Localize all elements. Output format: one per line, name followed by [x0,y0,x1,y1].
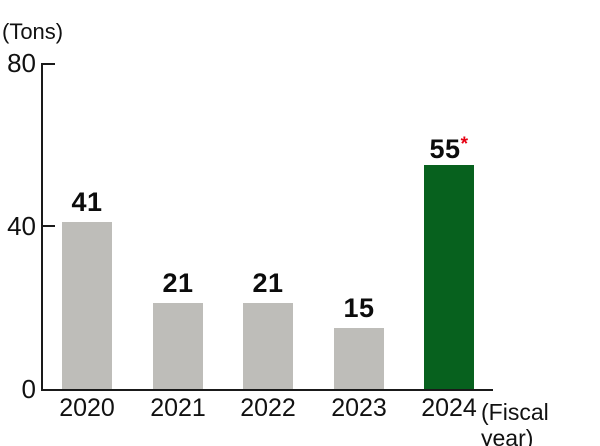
bar-value-label-2023: 15 [343,293,375,323]
x-axis-unit-label: (Fiscal year) [481,399,549,446]
bar-value-label-2024: 55* [429,134,469,164]
bar-2022 [243,303,293,389]
x-axis-line [41,389,493,391]
bar-2024 [424,165,474,389]
y-axis-unit-label: (Tons) [2,19,64,44]
x-category-label-2023: 2023 [331,394,387,422]
x-category-label-2024: 2024 [421,394,477,422]
bar-2023 [334,328,384,389]
x-category-label-2022: 2022 [240,394,296,422]
y-tick-mark-80 [43,63,55,65]
bar-value-label-2021: 21 [162,268,194,298]
bar-2021 [153,303,203,389]
y-axis-line [41,63,43,391]
y-tick-label-0: 0 [21,374,36,404]
x-category-label-2020: 2020 [59,394,115,422]
y-tick-label-40: 40 [7,211,36,241]
y-tick-mark-40 [43,225,55,227]
bar-value-label-2020: 41 [71,187,103,217]
bar-2020 [62,222,112,389]
x-category-label-2021: 2021 [150,394,206,422]
footnote-asterisk: * [460,134,469,155]
y-tick-label-80: 80 [7,48,36,78]
bar-value-label-2022: 21 [252,268,284,298]
